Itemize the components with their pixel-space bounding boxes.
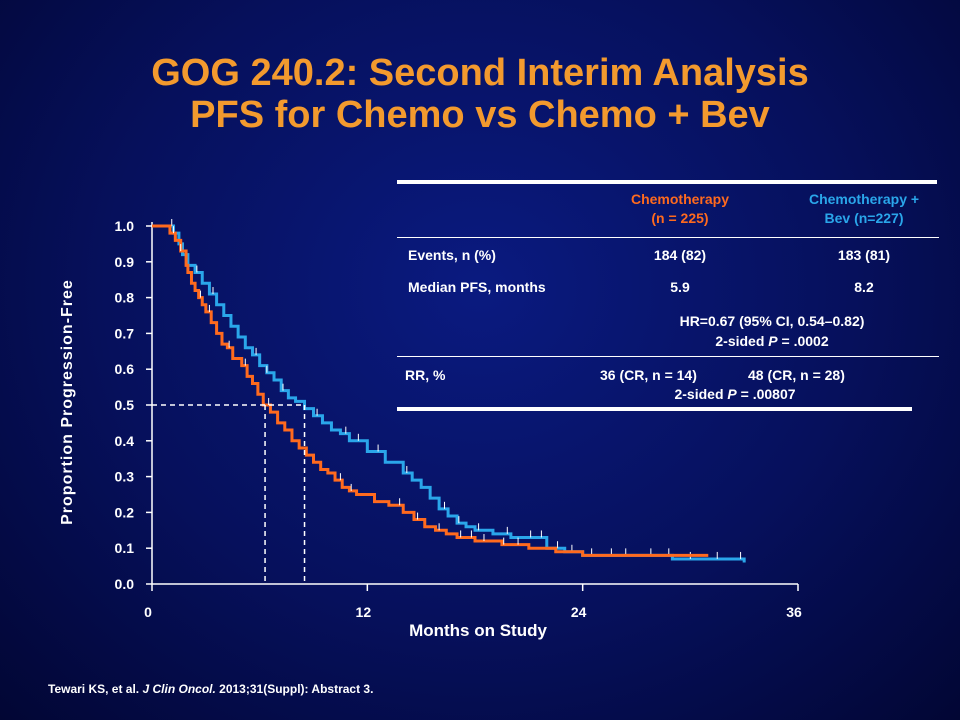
x-tick-label: 24 xyxy=(571,604,587,620)
y-tick-label: 0.7 xyxy=(115,325,135,341)
header-bev-line1: Chemotherapy + xyxy=(808,191,920,207)
y-tick-label: 0.6 xyxy=(115,361,135,377)
median-pfs-chemo-bev: 8.2 xyxy=(854,279,874,295)
y-tick-label: 1.0 xyxy=(115,218,135,234)
x-tick-label: 36 xyxy=(786,604,802,620)
table-bottom-rule xyxy=(397,407,912,411)
median-pfs-label: Median PFS, months xyxy=(408,279,546,295)
rr-label: RR, % xyxy=(405,367,446,383)
hazard-ratio: HR=0.67 (95% CI, 0.54–0.82) xyxy=(679,313,865,329)
header-chemo: Chemotherapy (n = 225) xyxy=(585,190,775,228)
pfs-p-value: 2-sided P = .0002 xyxy=(715,333,829,349)
table-header-rule xyxy=(397,237,939,238)
citation: Tewari KS, et al. J Clin Oncol. 2013;31(… xyxy=(48,682,374,696)
rr-chemo: 36 (CR, n = 14) xyxy=(600,367,697,383)
median-pfs-chemo: 5.9 xyxy=(670,279,690,295)
events-label: Events, n (%) xyxy=(408,247,496,263)
y-tick-label: 0.5 xyxy=(115,397,135,413)
x-tick-label: 12 xyxy=(356,604,372,620)
events-chemo: 184 (82) xyxy=(653,247,707,263)
header-bev-line2: Bev (n=227) xyxy=(824,210,904,226)
header-chemo-bev: Chemotherapy + Bev (n=227) xyxy=(769,190,959,228)
table-top-rule xyxy=(397,180,937,184)
table-rr-rule xyxy=(397,356,939,357)
results-table: Chemotherapy (n = 225) Chemotherapy + Be… xyxy=(397,180,939,412)
rr-p-value: 2-sided P = .00807 xyxy=(674,386,796,402)
title-line-2: PFS for Chemo vs Chemo + Bev xyxy=(190,94,770,136)
header-chemo-line2: (n = 225) xyxy=(651,210,709,226)
y-tick-label: 0.4 xyxy=(115,433,135,449)
x-tick-label: 0 xyxy=(144,604,152,620)
title-line-1: GOG 240.2: Second Interim Analysis xyxy=(151,52,809,94)
rr-chemo-bev: 48 (CR, n = 28) xyxy=(748,367,845,383)
y-tick-label: 0.1 xyxy=(115,540,135,556)
x-axis-label: Months on Study xyxy=(409,621,547,640)
header-chemo-line1: Chemotherapy xyxy=(630,191,730,207)
y-tick-label: 0.3 xyxy=(115,469,135,485)
y-tick-label: 0.8 xyxy=(115,290,135,306)
y-axis-label: Proportion Progression-Free xyxy=(59,279,76,525)
events-chemo-bev: 183 (81) xyxy=(837,247,891,263)
series-line-chemo xyxy=(152,224,709,557)
y-tick-label: 0.0 xyxy=(115,576,135,592)
y-tick-label: 0.2 xyxy=(115,504,135,520)
slide-title: GOG 240.2: Second Interim Analysis PFS f… xyxy=(0,52,960,136)
y-tick-label: 0.9 xyxy=(115,254,135,270)
